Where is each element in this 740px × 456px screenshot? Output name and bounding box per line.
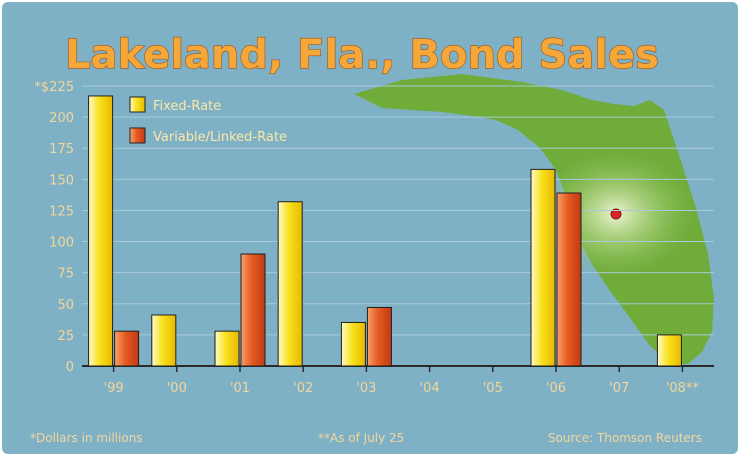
y-tick-label: 100 — [49, 236, 74, 251]
lakeland-dot — [610, 208, 622, 220]
legend-swatch-fixed-rate — [129, 96, 146, 113]
y-tick-label: 125 — [49, 204, 74, 219]
x-tick-label: '05 — [483, 381, 503, 396]
x-tick-label: '03 — [356, 381, 376, 396]
bar-variable-rate — [114, 330, 140, 367]
x-tick-label: '00 — [167, 381, 187, 396]
x-tick-label: '01 — [230, 381, 250, 396]
y-tick-label: 0 — [66, 360, 74, 375]
legend-label-fixed-rate: Fixed-Rate — [153, 99, 221, 114]
bar-fixed-rate — [277, 201, 303, 367]
legend-label-variable-rate: Variable/Linked-Rate — [153, 130, 287, 145]
bar-variable-rate — [240, 253, 266, 367]
bar-fixed-rate — [214, 330, 240, 367]
florida-map-shape — [354, 74, 714, 364]
bar-fixed-rate — [340, 321, 366, 367]
y-tick-label: 150 — [49, 173, 74, 188]
y-axis-tick-labels: 0 25 50 75 100 125 150 175 200 *$225 — [34, 80, 74, 375]
bar-variable-rate — [366, 307, 392, 367]
x-tick-label: '08** — [666, 381, 700, 396]
chart-title: Lakeland, Fla., Bond Sales — [65, 32, 659, 78]
bar-fixed-rate — [530, 168, 556, 367]
bar-variable-rate — [556, 192, 582, 367]
footnote-dollars: *Dollars in millions — [30, 431, 143, 445]
y-tick-label: 75 — [57, 267, 74, 282]
y-tick-label: 200 — [49, 111, 74, 126]
x-tick-label: '07 — [609, 381, 629, 396]
bar-fixed-rate — [151, 314, 177, 367]
bars — [88, 95, 682, 367]
x-tick-label: '99 — [104, 381, 124, 396]
y-tick-label: 50 — [57, 298, 74, 313]
x-tick-label: '06 — [546, 381, 566, 396]
x-axis-tick-labels: '99 '00 '01 '02 '03 '04 '05 '06 '07 '08** — [104, 366, 700, 396]
footnote-source: Source: Thomson Reuters — [548, 431, 702, 445]
gridlines — [82, 85, 714, 367]
y-tick-label: *$225 — [34, 80, 74, 95]
y-tick-label: 25 — [57, 329, 74, 344]
x-tick-label: '02 — [293, 381, 313, 396]
x-tick-label: '04 — [420, 381, 440, 396]
bar-fixed-rate — [88, 95, 114, 367]
bar-fixed-rate — [656, 334, 682, 367]
y-tick-label: 175 — [49, 142, 74, 157]
legend-swatch-variable-rate — [129, 127, 146, 144]
legend: Fixed-Rate Variable/Linked-Rate — [129, 96, 287, 145]
footnote-as-of: **As of July 25 — [318, 431, 404, 445]
